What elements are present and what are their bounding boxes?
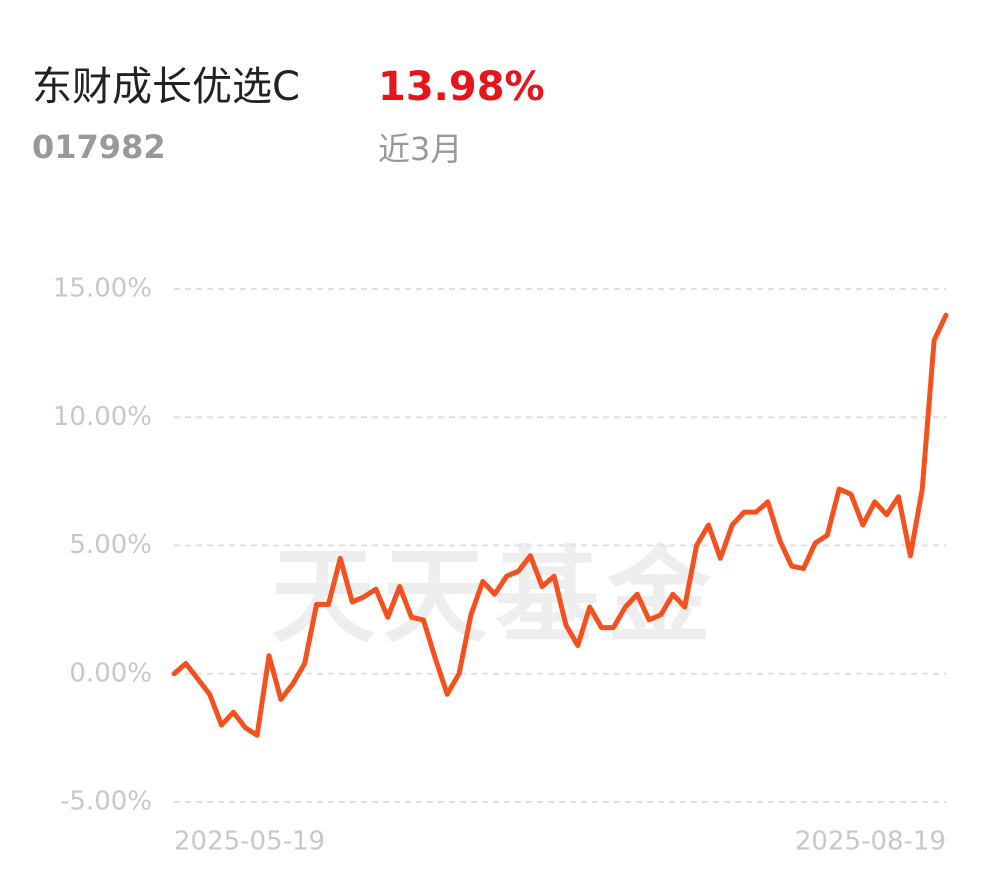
y-tick-label: 5.00% <box>69 530 152 560</box>
y-tick-label: 0.00% <box>69 658 152 688</box>
y-tick-label: 15.00% <box>53 274 152 304</box>
y-tick-label: 10.00% <box>53 402 152 432</box>
period: 近3月 <box>378 130 462 168</box>
fund-return: 13.98% <box>378 64 545 110</box>
y-tick-label: -5.00% <box>60 787 152 817</box>
fund-code: 017982 <box>32 128 166 166</box>
line <box>171 312 949 738</box>
x-tick-label: 2025-05-19 <box>174 827 325 857</box>
fund-name: 东财成长优选C <box>32 64 300 110</box>
x-tick-label: 2025-08-19 <box>795 827 946 857</box>
